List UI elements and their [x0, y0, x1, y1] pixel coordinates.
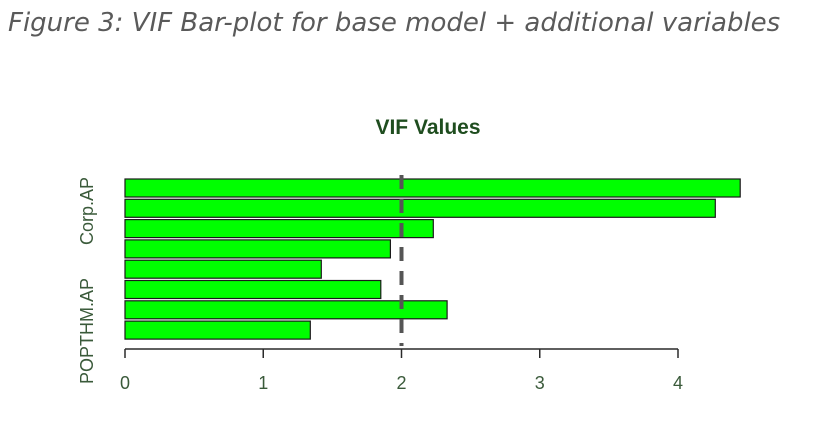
figure-caption: Figure 3: VIF Bar-plot for base model + …: [8, 8, 781, 38]
chart-title: VIF Values: [375, 116, 480, 139]
vif-bar-1: [124, 178, 741, 198]
vif-bar-3: [124, 219, 434, 239]
x-tick-label-3: 3: [535, 373, 545, 393]
x-tick-label-1: 1: [258, 373, 268, 393]
vif-bar-6: [124, 279, 382, 300]
vif-bar-4: [124, 239, 391, 259]
y-label-corp-ap: Corp.AP: [77, 177, 97, 245]
x-tick-label-2: 2: [396, 373, 406, 393]
vif-bar-2: [124, 198, 716, 218]
x-tick-label-0: 0: [120, 373, 130, 393]
x-tick-label-4: 4: [673, 373, 683, 393]
vif-bar-8: [124, 320, 311, 340]
y-label-popthm-ap: POPTHM.AP: [77, 278, 97, 384]
vif-bar-7: [124, 300, 448, 320]
vif-bar-5: [124, 259, 322, 279]
